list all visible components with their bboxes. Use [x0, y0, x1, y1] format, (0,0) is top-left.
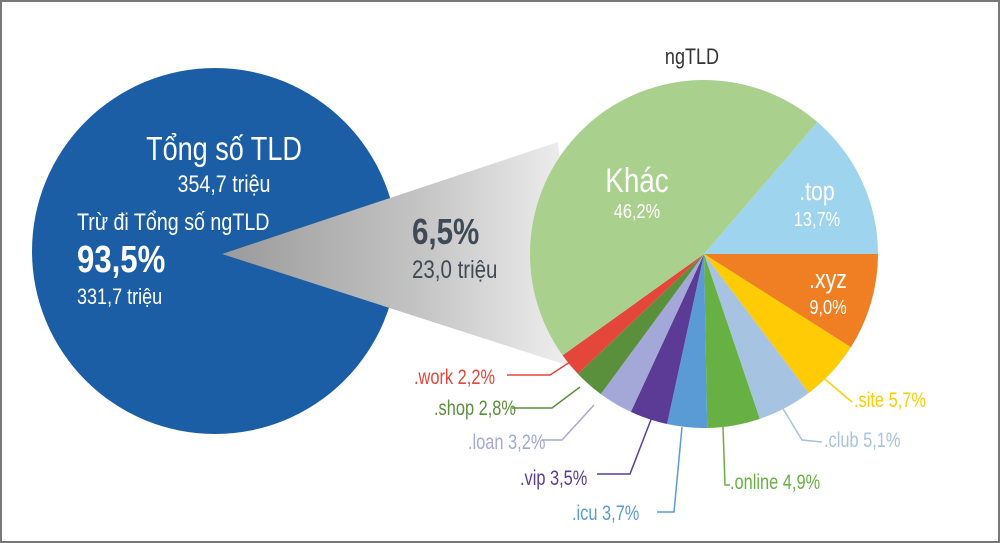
slice-work: [562, 254, 704, 374]
left-title: Tổng số TLD: [146, 132, 302, 168]
slice-site: [704, 254, 851, 393]
slice-xyz: [704, 254, 878, 348]
leader-line: [657, 426, 683, 513]
slice-name: .icu: [572, 501, 602, 524]
slice-name: .site: [854, 388, 889, 411]
leader-line: [542, 404, 595, 441]
label-vip: .vip 3,5%: [520, 466, 588, 489]
label-online: .online 4,9%: [730, 470, 820, 493]
slice-percent: 2,2%: [458, 365, 496, 388]
main-value: 331,7 triệu: [77, 285, 162, 309]
label-work: .work 2,2%: [414, 365, 495, 388]
slice-name: .vip: [520, 466, 550, 489]
left-total: 354,7 triệu: [178, 170, 271, 197]
label-loan: .loan 3,2%: [468, 430, 546, 453]
label-shop: .shop 2,8%: [434, 396, 516, 419]
leader-line: [512, 386, 581, 409]
ngtld-percent: 6,5%: [412, 211, 479, 251]
slice-top: [704, 122, 878, 255]
slice-main: [32, 68, 398, 434]
ngtld-value: 23,0 triệu: [412, 255, 497, 283]
slice-icu: [667, 254, 708, 428]
slice-percent: 3,2%: [508, 430, 546, 453]
slice-name: .club: [824, 428, 863, 451]
slice-online: [704, 254, 760, 428]
label-icu: .icu 3,7%: [572, 501, 640, 524]
percent-xyz: 9,0%: [809, 295, 846, 318]
slice-vip: [630, 254, 704, 425]
slice-name: .work: [414, 365, 458, 388]
leader-line: [781, 406, 823, 443]
percent-top: 13,7%: [794, 207, 840, 230]
leader-line: [722, 426, 730, 486]
leader-line: [507, 361, 571, 376]
slice-name: .online: [730, 470, 783, 493]
label-xyz: .xyz: [809, 265, 847, 295]
label-top: .top: [799, 177, 835, 207]
slice-percent: 2,8%: [479, 396, 517, 419]
label-Khác: Khác: [605, 161, 669, 199]
slice-percent: 5,1%: [863, 428, 901, 451]
right-title: ngTLD: [665, 45, 719, 69]
slice-loan: [600, 254, 704, 412]
slice-percent: 3,7%: [602, 501, 640, 524]
slice-ngtld-wedge: [222, 142, 582, 370]
slice-shop: [577, 254, 704, 395]
slice-percent: 4,9%: [783, 470, 821, 493]
slice-name: .shop: [434, 396, 479, 419]
label-site: .site 5,7%: [854, 388, 926, 411]
leader-line: [597, 416, 653, 475]
slice-name: .loan: [468, 430, 508, 453]
slice-percent: 5,7%: [889, 388, 927, 411]
leader-line: [819, 374, 853, 403]
label-club: .club 5,1%: [824, 428, 901, 451]
main-label: Trừ đi Tổng số ngTLD: [77, 208, 269, 235]
slice-club: [704, 254, 809, 419]
main-percent: 93,5%: [77, 239, 165, 281]
percent-Khác: 46,2%: [614, 199, 660, 222]
slice-khác: [530, 79, 818, 356]
slice-percent: 3,5%: [550, 466, 588, 489]
